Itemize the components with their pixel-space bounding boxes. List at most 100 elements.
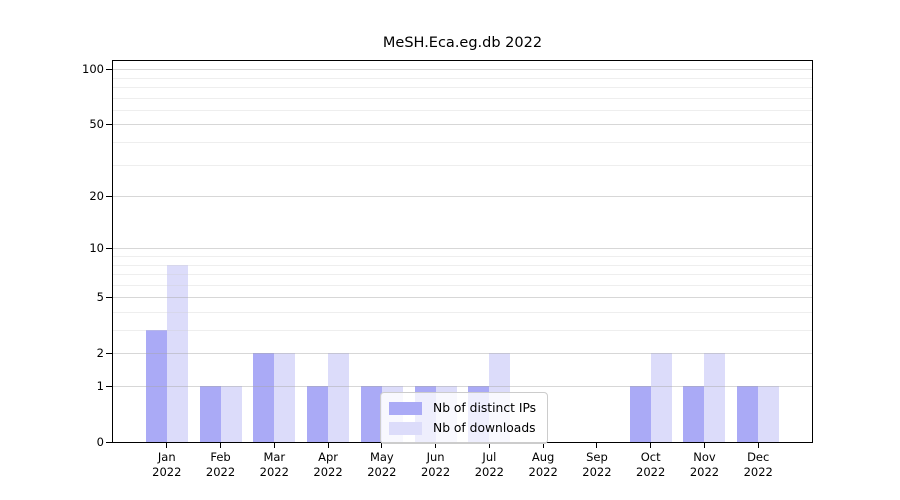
- y-tick-label: 2: [96, 346, 104, 361]
- x-tick-month: Mar: [263, 450, 286, 464]
- y-tick-label: 10: [89, 241, 104, 256]
- x-tick-label-dec: Dec 2022: [731, 450, 785, 480]
- legend: Nb of distinct IPs Nb of downloads: [380, 392, 549, 444]
- x-tick-mark: [650, 443, 652, 448]
- legend-label-downloads: Nb of downloads: [433, 421, 536, 435]
- gridline-minor: [113, 311, 812, 313]
- x-tick-mark: [542, 443, 544, 448]
- bar-downloads-oct: [650, 353, 672, 442]
- x-tick-year: 2022: [152, 465, 182, 479]
- bar-downloads-mar: [274, 353, 296, 442]
- y-tick-mark: [106, 442, 112, 443]
- bar-downloads-jan: [166, 264, 188, 442]
- x-tick-label-apr: Apr 2022: [301, 450, 355, 480]
- x-tick-year: 2022: [528, 465, 558, 479]
- x-tick-mark: [435, 443, 437, 448]
- gridline-minor: [113, 87, 812, 89]
- x-tick-mark: [273, 443, 275, 448]
- bar-distinct-ips-feb: [199, 386, 221, 442]
- gridline-minor: [113, 330, 812, 332]
- x-tick-year: 2022: [474, 465, 505, 479]
- gridline-minor: [113, 97, 812, 99]
- bar-distinct-ips-nov: [683, 386, 705, 442]
- bar-downloads-dec: [758, 386, 780, 442]
- y-tick-mark: [106, 69, 112, 71]
- x-tick-label-sep: Sep 2022: [570, 450, 624, 480]
- x-tick-month: Jul: [482, 450, 497, 464]
- x-tick-label-feb: Feb 2022: [194, 450, 248, 480]
- x-tick-month: Aug: [531, 450, 555, 464]
- gridline-minor: [113, 284, 812, 286]
- bar-distinct-ips-jan: [145, 330, 167, 442]
- legend-row-distinct-ips: Nb of distinct IPs: [389, 398, 536, 418]
- legend-label-distinct-ips: Nb of distinct IPs: [433, 401, 537, 415]
- x-tick-month: Jun: [426, 450, 445, 464]
- legend-swatch-downloads: [389, 421, 422, 435]
- x-tick-year: 2022: [582, 465, 612, 479]
- x-tick-year: 2022: [205, 465, 236, 479]
- x-tick-month: Feb: [210, 450, 231, 464]
- y-tick-label: 0: [96, 435, 104, 449]
- gridline-minor: [113, 77, 812, 79]
- x-tick-mark: [381, 443, 383, 448]
- x-tick-month: Nov: [693, 450, 716, 464]
- x-tick-mark: [757, 443, 759, 448]
- x-tick-label-jul: Jul 2022: [462, 450, 516, 480]
- x-tick-month: Oct: [640, 450, 661, 464]
- x-tick-year: 2022: [420, 465, 451, 479]
- y-tick-mark: [106, 386, 112, 387]
- x-tick-mark: [220, 443, 222, 448]
- gridline-major: [113, 386, 812, 387]
- x-tick-year: 2022: [689, 465, 720, 479]
- bar-downloads-apr: [328, 353, 350, 442]
- x-tick-year: 2022: [313, 465, 343, 479]
- x-tick-month: Apr: [318, 450, 339, 464]
- gridline-minor: [113, 164, 812, 166]
- x-tick-mark: [596, 443, 598, 448]
- bar-distinct-ips-oct: [629, 386, 651, 442]
- bar-distinct-ips-dec: [737, 386, 759, 442]
- legend-swatch-distinct-ips: [389, 401, 422, 415]
- y-tick-mark: [106, 124, 112, 126]
- x-tick-label-nov: Nov 2022: [677, 450, 731, 480]
- x-tick-year: 2022: [636, 465, 666, 479]
- gridline-major: [113, 297, 812, 299]
- gridline-major: [113, 248, 812, 250]
- x-tick-mark: [703, 443, 705, 448]
- x-tick-label-jan: Jan 2022: [140, 450, 194, 480]
- y-tick-mark: [106, 196, 112, 198]
- bar-downloads-feb: [220, 386, 242, 442]
- bar-distinct-ips-may: [360, 386, 382, 442]
- gridline-minor: [113, 109, 812, 111]
- x-tick-year: 2022: [259, 465, 289, 479]
- y-tick-label: 100: [82, 62, 104, 77]
- x-tick-label-mar: Mar 2022: [247, 450, 301, 480]
- gridline-major: [113, 196, 812, 198]
- y-tick-label: 5: [96, 290, 104, 305]
- bar-downloads-nov: [704, 353, 726, 442]
- x-tick-month: Jan: [157, 450, 176, 464]
- chart-title: MeSH.Eca.eg.db 2022: [382, 35, 543, 51]
- bar-distinct-ips-apr: [307, 386, 329, 442]
- gridline-minor: [113, 256, 812, 257]
- x-tick-mark: [488, 443, 490, 448]
- gridline-major: [113, 124, 812, 126]
- x-tick-year: 2022: [743, 465, 773, 479]
- x-tick-year: 2022: [367, 465, 397, 479]
- y-tick-mark: [106, 353, 112, 355]
- x-tick-month: Dec: [747, 450, 770, 464]
- y-tick-label: 50: [89, 117, 104, 132]
- gridline-minor: [113, 142, 812, 144]
- x-tick-label-aug: Aug 2022: [516, 450, 570, 480]
- gridline-major: [113, 353, 812, 355]
- x-tick-mark: [327, 443, 329, 448]
- gridline-minor: [113, 264, 812, 266]
- x-tick-month: Sep: [586, 450, 608, 464]
- x-tick-label-may: May 2022: [355, 450, 409, 480]
- x-tick-label-oct: Oct 2022: [624, 450, 678, 480]
- y-tick-mark: [106, 297, 112, 299]
- y-tick-label: 1: [96, 379, 104, 393]
- y-tick-label: 20: [89, 189, 104, 204]
- legend-row-downloads: Nb of downloads: [389, 418, 536, 438]
